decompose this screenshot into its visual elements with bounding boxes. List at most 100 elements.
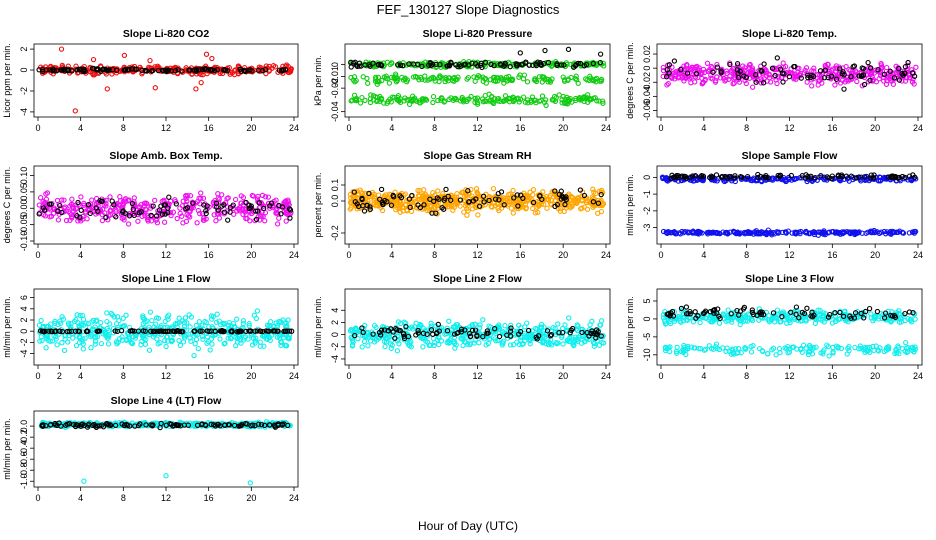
data-point [74, 312, 80, 318]
data-point [94, 328, 100, 335]
data-point [881, 71, 888, 78]
data-point [93, 334, 99, 340]
data-point [903, 339, 909, 346]
data-point [179, 203, 186, 209]
data-point [98, 340, 105, 347]
data-point [121, 52, 128, 59]
x-tick-label: 20 [246, 123, 256, 133]
data-point [548, 201, 554, 207]
data-point [359, 196, 365, 203]
panel-title: Slope Li-820 Pressure [423, 28, 533, 40]
data-point [286, 69, 292, 76]
data-point [173, 201, 179, 207]
data-point [428, 327, 435, 333]
data-point [452, 345, 458, 351]
data-point [180, 220, 186, 226]
data-point [397, 193, 403, 199]
data-point [65, 339, 71, 345]
data-point [878, 65, 884, 72]
data-point [707, 230, 714, 236]
data-point [227, 71, 233, 77]
data-point [256, 200, 262, 206]
data-point [73, 333, 80, 339]
data-point [556, 191, 562, 198]
data-point [283, 218, 289, 224]
y-tick-label: -2 [19, 87, 29, 95]
data-point [467, 340, 473, 346]
data-point [515, 203, 521, 209]
data-point [691, 178, 697, 184]
data-point [365, 80, 371, 86]
data-point [517, 50, 523, 56]
data-point [667, 320, 674, 327]
data-point [279, 204, 286, 210]
data-point [142, 328, 148, 334]
data-point [203, 216, 209, 222]
data-point [274, 221, 281, 227]
data-point [170, 209, 177, 215]
data-point [461, 193, 468, 199]
data-point [130, 206, 136, 212]
data-point [713, 172, 720, 178]
data-point [444, 328, 451, 334]
data-point [240, 318, 247, 324]
data-point [210, 199, 216, 205]
data-point [388, 74, 395, 81]
data-point [61, 347, 68, 354]
y-tick-label: -0.02 [330, 78, 340, 99]
data-point [498, 196, 504, 203]
data-point [203, 208, 209, 214]
data-point [486, 91, 492, 97]
data-point [353, 77, 359, 84]
data-point [207, 347, 213, 353]
data-point [61, 197, 67, 203]
data-point [430, 93, 437, 100]
data-point [907, 317, 914, 324]
data-point [732, 178, 738, 185]
data-point [593, 200, 599, 206]
data-point [142, 206, 149, 212]
data-point [252, 340, 258, 346]
data-point [465, 74, 472, 81]
data-point [270, 63, 277, 69]
data-point [75, 319, 81, 326]
data-point [727, 314, 734, 320]
data-point [811, 68, 817, 74]
data-point [276, 215, 282, 221]
data-point [149, 317, 155, 324]
data-point [260, 213, 266, 220]
data-point [474, 190, 481, 197]
data-point [779, 70, 786, 76]
data-point [480, 78, 486, 84]
data-point [568, 61, 574, 68]
x-tick-label: 2 [57, 371, 62, 381]
data-point [871, 172, 877, 178]
data-point [114, 67, 120, 73]
data-point [284, 323, 290, 329]
data-point [523, 334, 530, 340]
data-point [507, 63, 513, 70]
data-point [480, 193, 487, 199]
data-point [150, 203, 156, 209]
data-point [372, 194, 378, 200]
data-point [367, 206, 373, 212]
data-point [139, 331, 145, 337]
y-tick-label: -4 [19, 108, 29, 116]
data-point [704, 229, 710, 236]
data-point [125, 198, 131, 204]
data-point [199, 333, 206, 340]
data-point [214, 67, 220, 73]
series-lower [662, 339, 918, 359]
data-point [160, 68, 167, 74]
data-point [476, 340, 482, 346]
data-point [88, 345, 94, 351]
data-point [165, 316, 171, 322]
data-point [442, 195, 448, 201]
data-point [545, 339, 552, 345]
data-point [80, 213, 86, 220]
data-point [152, 85, 158, 91]
data-point [907, 71, 913, 77]
data-point [760, 80, 767, 86]
data-point [225, 335, 231, 341]
